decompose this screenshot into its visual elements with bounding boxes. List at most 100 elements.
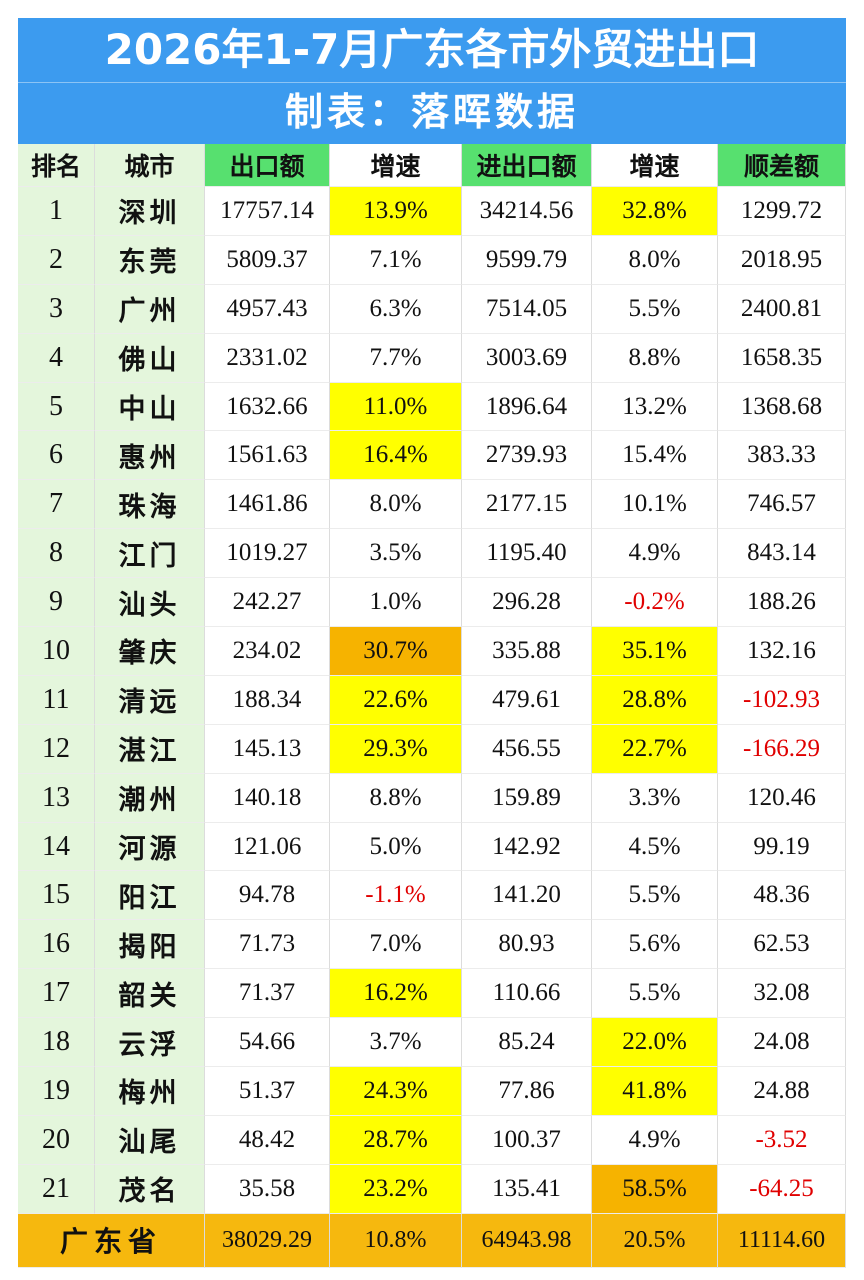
cell: 234.02	[205, 627, 330, 676]
cell: 23.2%	[330, 1164, 462, 1214]
row-label: 清远	[95, 675, 205, 725]
cell: 3.5%	[330, 529, 462, 579]
sheet: 2026年1-7月广东各市外贸进出口 制表：落晖数据 排名 城市 出口额 增速 进出口额…	[18, 18, 846, 1268]
cell: 41.8%	[592, 1067, 718, 1116]
cell: 1368.68	[718, 382, 846, 432]
cell: 16.2%	[330, 969, 462, 1019]
row-label: 8	[18, 529, 95, 579]
cell: 142.92	[462, 822, 592, 872]
cell: 110.66	[462, 969, 592, 1019]
cell: 8.8%	[592, 333, 718, 383]
row-label: 5	[18, 382, 95, 432]
row-label: 惠州	[95, 431, 205, 481]
cell: 1896.64	[462, 382, 592, 432]
row-label: 13	[18, 773, 95, 823]
row-label: 河源	[95, 822, 205, 872]
row-label: 14	[18, 822, 95, 872]
column-header: 出口额	[205, 144, 330, 187]
cell: 9599.79	[462, 235, 592, 285]
row-label: 19	[18, 1067, 95, 1116]
total-cell: 11114.60	[718, 1213, 846, 1268]
cell: 3.7%	[330, 1018, 462, 1068]
cell: 80.93	[462, 920, 592, 970]
cell: 22.6%	[330, 675, 462, 725]
cell: 32.8%	[592, 187, 718, 236]
cell: 32.08	[718, 969, 846, 1019]
cell: 141.20	[462, 871, 592, 921]
cell: 2018.95	[718, 235, 846, 285]
cell: 22.7%	[592, 724, 718, 774]
row-label: 18	[18, 1018, 95, 1068]
cell: 135.41	[462, 1164, 592, 1214]
cell: 54.66	[205, 1018, 330, 1068]
cell: 58.5%	[592, 1164, 718, 1214]
row-label: 15	[18, 871, 95, 921]
row-label: 阳江	[95, 871, 205, 921]
row-label: 6	[18, 431, 95, 481]
total-cell: 64943.98	[462, 1213, 592, 1268]
cell: 4.9%	[592, 529, 718, 579]
cell: 13.9%	[330, 187, 462, 236]
row-label: 11	[18, 675, 95, 725]
column-header: 进出口额	[462, 144, 592, 187]
cell: 383.33	[718, 431, 846, 481]
cell: 71.37	[205, 969, 330, 1019]
row-label: 3	[18, 284, 95, 334]
cell: 7.1%	[330, 235, 462, 285]
row-label: 佛山	[95, 333, 205, 383]
row-label: 21	[18, 1164, 95, 1214]
cell: 7.0%	[330, 920, 462, 970]
row-label: 珠海	[95, 480, 205, 530]
row-label: 潮州	[95, 773, 205, 823]
cell: 62.53	[718, 920, 846, 970]
row-label: 肇庆	[95, 627, 205, 676]
cell: 7.7%	[330, 333, 462, 383]
cell: 140.18	[205, 773, 330, 823]
row-label: 12	[18, 724, 95, 774]
cell: 456.55	[462, 724, 592, 774]
cell: 1461.86	[205, 480, 330, 530]
row-label: 湛江	[95, 724, 205, 774]
total-cell: 20.5%	[592, 1213, 718, 1268]
table: 排名 城市 出口额 增速 进出口额 增速 顺差额 1 深圳 17757.14 13.9% 34214.…	[18, 144, 846, 1268]
cell: 15.4%	[592, 431, 718, 481]
row-label: 汕头	[95, 578, 205, 628]
column-header: 增速	[330, 144, 462, 187]
cell: 29.3%	[330, 724, 462, 774]
row-label: 韶关	[95, 969, 205, 1019]
cell: 242.27	[205, 578, 330, 628]
cell: 77.86	[462, 1067, 592, 1116]
cell: 8.8%	[330, 773, 462, 823]
cell: 34214.56	[462, 187, 592, 236]
cell: 4.9%	[592, 1115, 718, 1165]
row-label: 10	[18, 627, 95, 676]
row-label: 东莞	[95, 235, 205, 285]
cell: 8.0%	[592, 235, 718, 285]
cell: 51.37	[205, 1067, 330, 1116]
cell: 35.1%	[592, 627, 718, 676]
cell: 3.3%	[592, 773, 718, 823]
cell: 5.5%	[592, 284, 718, 334]
row-label: 茂名	[95, 1164, 205, 1214]
row-label: 4	[18, 333, 95, 383]
row-label: 7	[18, 480, 95, 530]
cell: 5.5%	[592, 871, 718, 921]
row-label: 中山	[95, 382, 205, 432]
cell: 296.28	[462, 578, 592, 628]
title: 2026年1-7月广东各市外贸进出口	[18, 18, 846, 82]
cell: 4957.43	[205, 284, 330, 334]
cell: 3003.69	[462, 333, 592, 383]
column-header: 排名	[18, 144, 95, 187]
cell: 28.7%	[330, 1115, 462, 1165]
cell: 5.6%	[592, 920, 718, 970]
cell: 16.4%	[330, 431, 462, 481]
cell: 335.88	[462, 627, 592, 676]
cell: 11.0%	[330, 382, 462, 432]
cell: 121.06	[205, 822, 330, 872]
row-label: 1	[18, 187, 95, 236]
cell: 24.88	[718, 1067, 846, 1116]
column-header: 顺差额	[718, 144, 846, 187]
row-label: 2	[18, 235, 95, 285]
row-label: 广州	[95, 284, 205, 334]
cell: 132.16	[718, 627, 846, 676]
